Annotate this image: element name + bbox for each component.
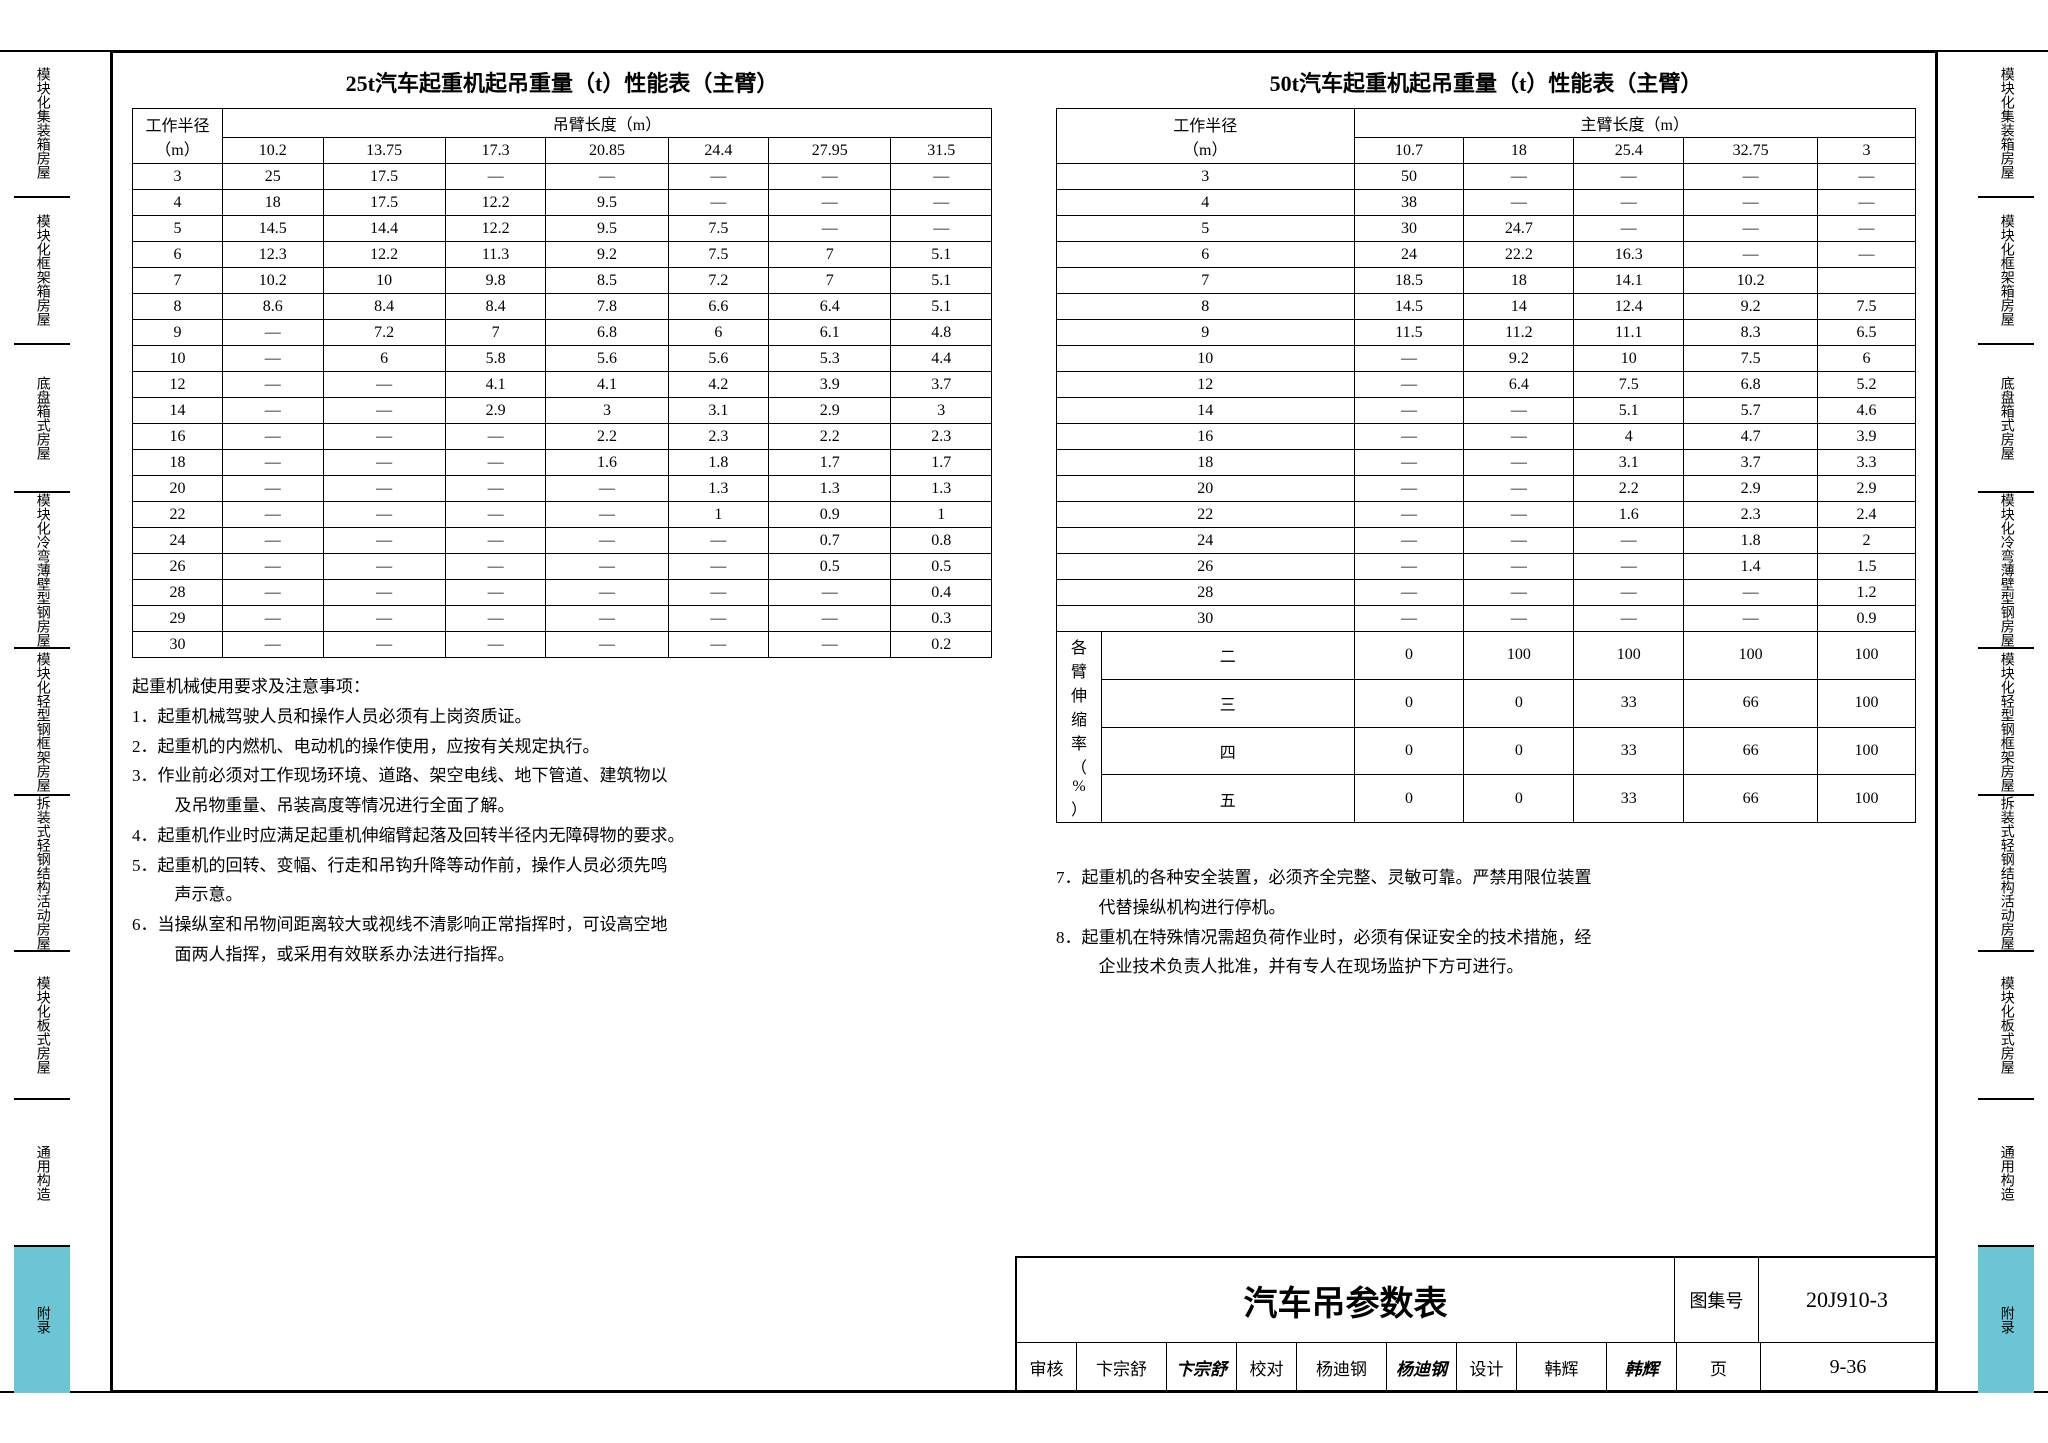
review-name: 卞宗舒: [1077, 1343, 1167, 1392]
table-25t-title: 25t汽车起重机起吊重量（t）性能表（主臂）: [132, 66, 992, 98]
side-tab[interactable]: 模块化轻型钢框架房屋: [14, 647, 70, 795]
design-sign: 韩辉: [1607, 1343, 1677, 1392]
right-column: 50t汽车起重机起吊重量（t）性能表（主臂） 工作半径（m）主臂长度（m）10.…: [1056, 66, 1916, 1233]
side-tab-label: 模块化框架箱房屋: [34, 214, 49, 326]
side-tab[interactable]: 通用构造: [14, 1098, 70, 1246]
side-tab[interactable]: 模块化轻型钢框架房屋: [1978, 647, 2034, 795]
side-tab[interactable]: 模块化集装箱房屋: [14, 50, 70, 196]
table-50t-title: 50t汽车起重机起吊重量（t）性能表（主臂）: [1056, 66, 1916, 98]
table-25t: 工作半径（m）吊臂长度（m）10.213.7517.320.8524.427.9…: [132, 108, 992, 658]
side-tab-label: 附录: [1998, 1306, 2013, 1334]
content: 25t汽车起重机起吊重量（t）性能表（主臂） 工作半径（m）吊臂长度（m）10.…: [132, 66, 1916, 1233]
side-tab[interactable]: 拆装式轻钢结构活动房屋: [1978, 794, 2034, 950]
table-50t: 工作半径（m）主臂长度（m）10.71825.432.753350————438…: [1056, 108, 1916, 823]
side-tab[interactable]: 附录: [1978, 1245, 2034, 1393]
review-sign: 卞宗舒: [1167, 1343, 1237, 1392]
side-tab[interactable]: 模块化板式房屋: [14, 950, 70, 1098]
side-tab[interactable]: 模块化冷弯薄壁型钢房屋: [14, 491, 70, 647]
code-label: 图集号: [1675, 1258, 1759, 1342]
left-column: 25t汽车起重机起吊重量（t）性能表（主臂） 工作半径（m）吊臂长度（m）10.…: [132, 66, 992, 1233]
side-tab-label: 底盘箱式房屋: [34, 376, 49, 460]
side-tab-label: 模块化板式房屋: [1998, 976, 2013, 1074]
side-tab-label: 模块化冷弯薄壁型钢房屋: [1998, 493, 2013, 647]
page-number: 9-36: [1761, 1343, 1935, 1392]
side-tab-label: 模块化轻型钢框架房屋: [34, 652, 49, 792]
side-tab-label: 模块化板式房屋: [34, 976, 49, 1074]
check-sign: 杨迪钢: [1387, 1343, 1457, 1392]
side-tab[interactable]: 底盘箱式房屋: [1978, 343, 2034, 491]
check-name: 杨迪钢: [1297, 1343, 1387, 1392]
side-tab[interactable]: 模块化集装箱房屋: [1978, 50, 2034, 196]
notes-left: 起重机械使用要求及注意事项：1．起重机械驾驶人员和操作人员必须有上岗资质证。2．…: [132, 672, 992, 970]
side-tab-label: 模块化集装箱房屋: [34, 67, 49, 179]
page: 模块化集装箱房屋模块化框架箱房屋底盘箱式房屋模块化冷弯薄壁型钢房屋模块化轻型钢框…: [0, 0, 2048, 1443]
design-name: 韩辉: [1517, 1343, 1607, 1392]
side-tab[interactable]: 模块化冷弯薄壁型钢房屋: [1978, 491, 2034, 647]
side-tab-label: 模块化轻型钢框架房屋: [1998, 652, 2013, 792]
side-tab[interactable]: 模块化框架箱房屋: [14, 196, 70, 344]
side-tab-label: 模块化冷弯薄壁型钢房屋: [34, 493, 49, 647]
side-tab-label: 拆装式轻钢结构活动房屋: [34, 796, 49, 950]
tabs-right: 模块化集装箱房屋模块化框架箱房屋底盘箱式房屋模块化冷弯薄壁型钢房屋模块化轻型钢框…: [1978, 50, 2034, 1393]
side-tab[interactable]: 底盘箱式房屋: [14, 343, 70, 491]
side-tab-label: 通用构造: [34, 1145, 49, 1201]
design-label: 设计: [1457, 1343, 1517, 1392]
drawing-title: 汽车吊参数表: [1017, 1258, 1675, 1342]
review-label: 审核: [1017, 1343, 1077, 1392]
page-label: 页: [1677, 1343, 1761, 1392]
side-tab-label: 模块化集装箱房屋: [1998, 67, 2013, 179]
side-tab[interactable]: 通用构造: [1978, 1098, 2034, 1246]
side-tab[interactable]: 附录: [14, 1245, 70, 1393]
side-tab[interactable]: 拆装式轻钢结构活动房屋: [14, 794, 70, 950]
notes-right: 7．起重机的各种安全装置，必须齐全完整、灵敏可靠。严禁用限位装置 代替操纵机构进…: [1056, 863, 1916, 982]
side-tab[interactable]: 模块化框架箱房屋: [1978, 196, 2034, 344]
tabs-left: 模块化集装箱房屋模块化框架箱房屋底盘箱式房屋模块化冷弯薄壁型钢房屋模块化轻型钢框…: [14, 50, 70, 1393]
side-tab-label: 模块化框架箱房屋: [1998, 214, 2013, 326]
code-value: 20J910-3: [1759, 1258, 1935, 1342]
side-tab-label: 拆装式轻钢结构活动房屋: [1998, 796, 2013, 950]
side-tab-label: 通用构造: [1998, 1145, 2013, 1201]
side-tab-label: 附录: [34, 1306, 49, 1334]
check-label: 校对: [1237, 1343, 1297, 1392]
title-block: 汽车吊参数表 图集号 20J910-3 审核 卞宗舒 卞宗舒 校对 杨迪钢 杨迪…: [1015, 1256, 1935, 1390]
side-tab[interactable]: 模块化板式房屋: [1978, 950, 2034, 1098]
side-tab-label: 底盘箱式房屋: [1998, 376, 2013, 460]
